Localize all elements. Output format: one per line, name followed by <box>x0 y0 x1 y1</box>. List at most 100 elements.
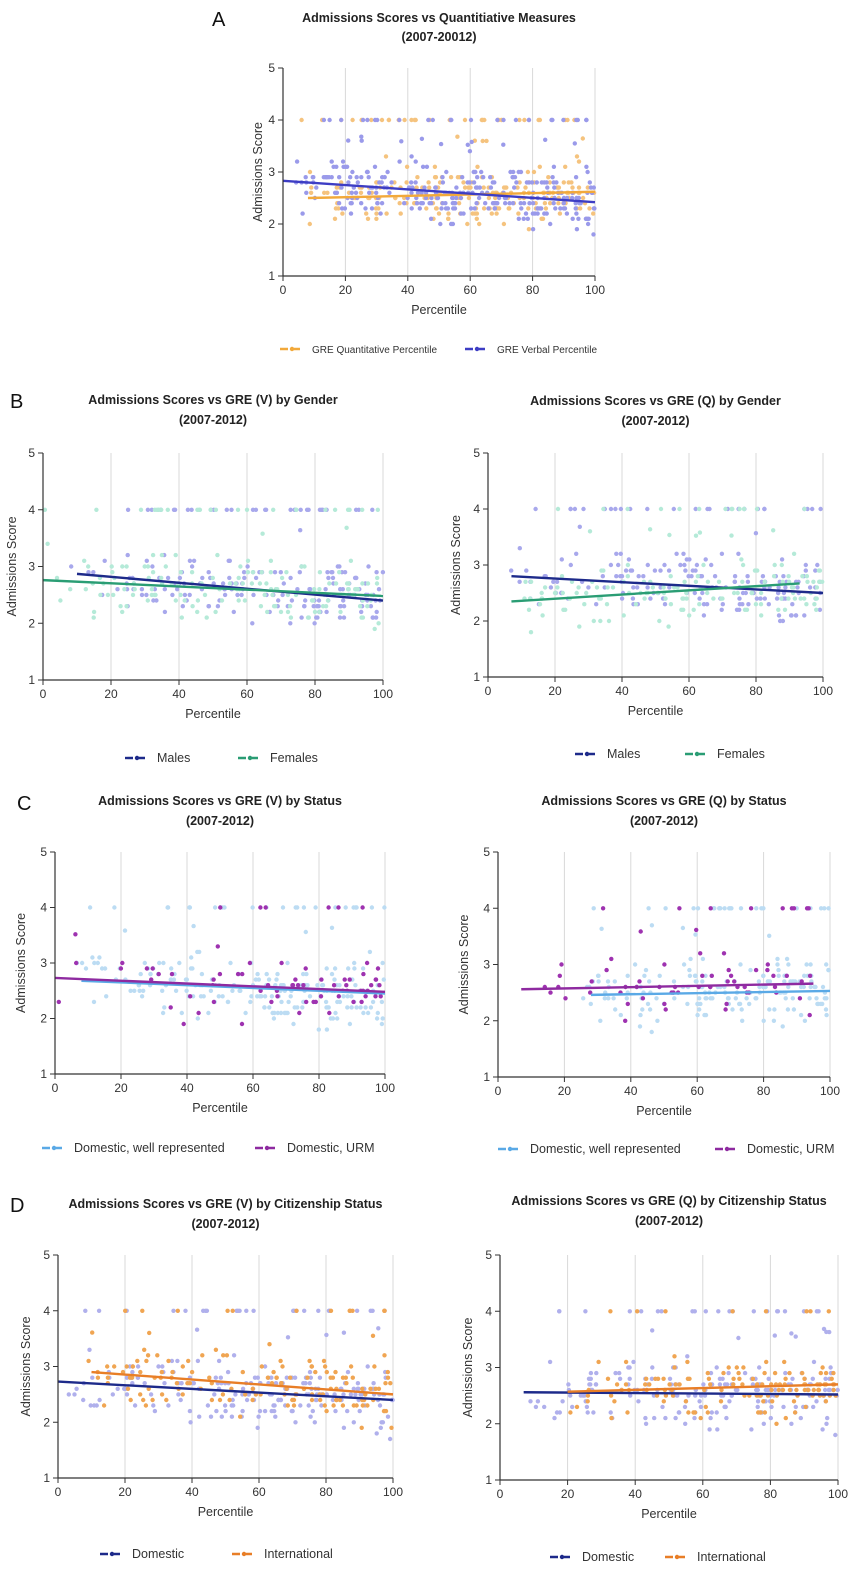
data-point <box>740 590 746 596</box>
data-point <box>330 1397 336 1403</box>
data-point <box>236 575 241 581</box>
data-point <box>313 905 318 910</box>
data-point <box>640 1007 645 1012</box>
data-point <box>802 506 807 512</box>
data-point <box>726 996 731 1001</box>
data-point <box>803 1404 808 1410</box>
data-point <box>376 1326 381 1331</box>
data-point <box>521 201 527 206</box>
data-point <box>323 507 328 512</box>
data-point <box>714 1365 719 1370</box>
data-point <box>222 1403 228 1408</box>
data-point <box>355 1381 361 1386</box>
data-point <box>783 996 788 1001</box>
data-point <box>91 570 96 575</box>
data-point <box>311 999 316 1005</box>
data-point <box>388 1381 393 1386</box>
scatter-points <box>509 506 825 635</box>
legend-marker <box>264 1145 270 1151</box>
data-point <box>218 1375 223 1380</box>
trend-line <box>81 979 386 995</box>
x-tick-label: 80 <box>764 1487 778 1501</box>
data-point <box>359 615 364 620</box>
data-point <box>331 164 336 169</box>
data-point <box>420 164 426 169</box>
data-point <box>650 1365 655 1370</box>
data-point <box>741 506 747 512</box>
data-point <box>45 541 50 546</box>
data-point <box>235 507 241 512</box>
data-point <box>324 1027 330 1032</box>
data-point <box>734 607 740 612</box>
data-point <box>712 906 717 911</box>
data-point <box>604 967 609 973</box>
data-point <box>605 1376 611 1382</box>
data-point <box>645 506 650 512</box>
data-point <box>366 175 371 180</box>
data-point <box>344 164 350 169</box>
data-point <box>244 507 250 512</box>
data-point <box>327 1010 332 1016</box>
data-point <box>791 1007 797 1012</box>
data-point <box>701 1382 706 1387</box>
data-point <box>359 134 364 139</box>
data-point <box>426 117 431 123</box>
data-point <box>544 180 549 185</box>
data-point <box>526 607 532 612</box>
data-point <box>484 138 489 144</box>
data-point <box>831 1387 836 1393</box>
data-point <box>782 1309 788 1314</box>
data-point <box>566 180 571 185</box>
data-point <box>530 211 536 216</box>
data-point <box>614 551 619 556</box>
y-tick-label: 2 <box>485 1417 492 1431</box>
y-tick-label: 1 <box>473 670 480 684</box>
data-point <box>734 1365 739 1370</box>
data-point <box>588 1382 593 1387</box>
data-point <box>349 201 354 206</box>
data-point <box>142 1347 147 1353</box>
data-point <box>359 138 364 143</box>
data-point <box>194 1327 200 1332</box>
data-point <box>745 579 751 584</box>
data-point <box>570 185 575 190</box>
data-point <box>574 117 579 123</box>
data-point <box>141 988 146 993</box>
data-point <box>766 602 771 607</box>
x-tick-label: 80 <box>308 687 322 701</box>
data-point <box>295 983 301 988</box>
data-point <box>779 557 785 562</box>
data-point <box>359 999 364 1005</box>
data-point <box>336 994 341 999</box>
data-point <box>245 564 250 569</box>
data-point <box>102 558 107 563</box>
data-point <box>609 1415 614 1421</box>
data-point <box>104 994 109 999</box>
data-point <box>539 590 544 596</box>
data-point <box>139 592 145 598</box>
data-point <box>557 1309 562 1314</box>
data-point <box>618 574 623 579</box>
data-point <box>280 905 286 910</box>
data-point <box>539 206 544 211</box>
data-point <box>512 185 517 190</box>
x-axis-label: Percentile <box>411 303 467 317</box>
data-point <box>120 564 125 569</box>
y-tick-label: 4 <box>28 503 35 517</box>
data-point <box>360 117 366 123</box>
data-point <box>432 164 438 169</box>
data-point <box>772 1007 777 1012</box>
data-point <box>178 570 183 575</box>
data-point <box>267 1342 272 1347</box>
data-point <box>206 1010 211 1016</box>
data-point <box>493 195 498 201</box>
data-point <box>751 1309 756 1314</box>
data-point <box>708 1415 713 1421</box>
data-point <box>625 506 630 512</box>
data-point <box>724 1001 729 1007</box>
data-point <box>332 966 338 971</box>
data-point <box>285 1335 291 1340</box>
data-point <box>700 973 705 978</box>
data-point <box>247 960 253 966</box>
data-point <box>658 506 664 512</box>
